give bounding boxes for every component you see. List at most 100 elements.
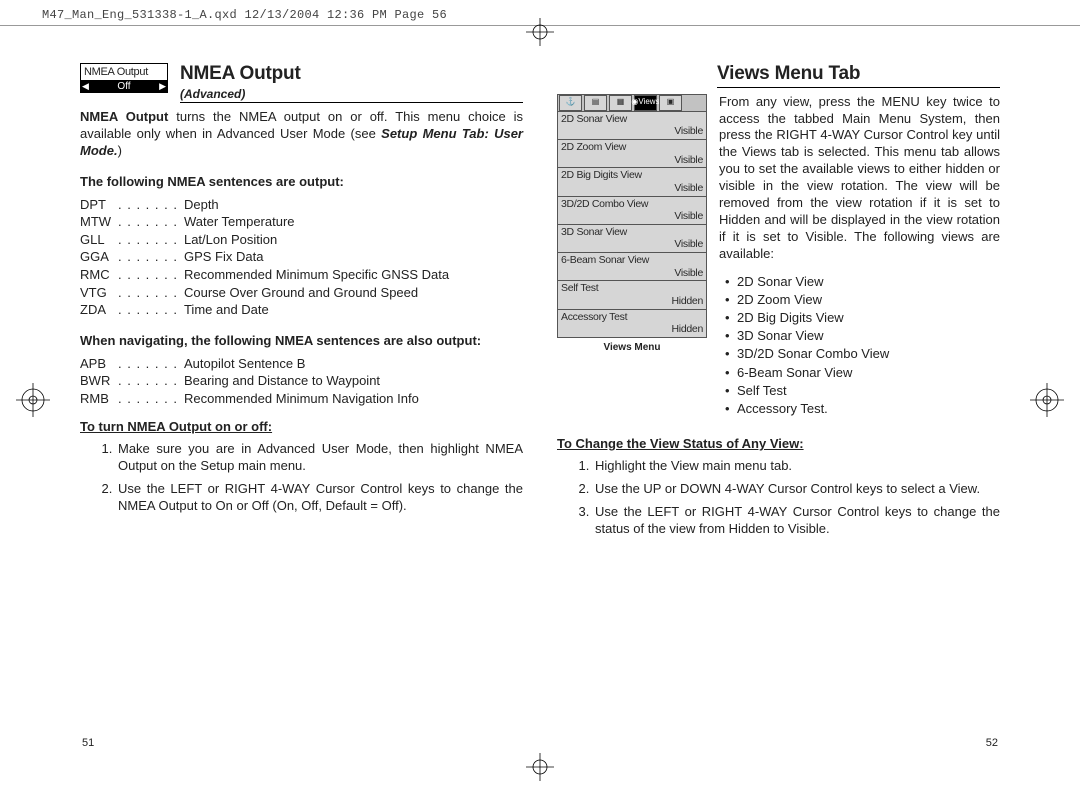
view-name: 2D Zoom View <box>561 141 703 155</box>
section-title: Views Menu Tab <box>717 62 1000 87</box>
sentence-row: GLL. . . . . . . Lat/Lon Position <box>80 231 523 249</box>
views-intro: From any view, press the MENU key twice … <box>719 94 1000 263</box>
sentence-row: VTG. . . . . . .Course Over Ground and G… <box>80 284 523 302</box>
dots: . . . . . . . <box>118 372 178 390</box>
sentence-desc: Autopilot Sentence B <box>184 355 305 373</box>
dots: . . . . . . . <box>118 266 178 284</box>
sentence-code: GLL <box>80 231 118 249</box>
instructions-heading: To turn NMEA Output on or off: <box>80 419 523 436</box>
view-name: 2D Big Digits View <box>561 169 703 183</box>
view-status: Hidden <box>561 295 703 309</box>
sentence-row: DPT. . . . . . . Depth <box>80 196 523 214</box>
crop-mark-right <box>1030 383 1064 417</box>
sentence-desc: Depth <box>184 196 219 214</box>
views-menu-row: 3D/2D Combo ViewVisible <box>558 197 706 225</box>
widget-label: NMEA Output <box>80 63 168 80</box>
view-name: 2D Sonar View <box>561 113 703 127</box>
dots: . . . . . . . <box>118 248 178 266</box>
instructions-heading: To Change the View Status of Any View: <box>557 436 1000 453</box>
view-status: Visible <box>561 238 703 252</box>
views-menu-row: 2D Zoom ViewVisible <box>558 140 706 168</box>
sentence-row: GGA. . . . . . .GPS Fix Data <box>80 248 523 266</box>
views-menu-row: Self TestHidden <box>558 281 706 309</box>
sentences-heading: The following NMEA sentences are output: <box>80 174 523 191</box>
view-name: 3D/2D Combo View <box>561 198 703 212</box>
view-status: Visible <box>561 182 703 196</box>
section-subtitle: (Advanced) <box>180 87 523 103</box>
dots: . . . . . . . <box>118 355 178 373</box>
views-menu-row: 6-Beam Sonar ViewVisible <box>558 253 706 281</box>
dots: . . . . . . . <box>118 213 178 231</box>
widget-value: Off <box>117 80 130 93</box>
view-name: 3D Sonar View <box>561 226 703 240</box>
tab-row: ⚓ ▤ ▦ ◉Views ▣ <box>558 95 706 112</box>
tab-icon: ▣ <box>659 95 682 111</box>
crop-mark-bottom <box>526 753 554 781</box>
sentence-table: DPT. . . . . . .DepthMTW. . . . . . .Wat… <box>80 196 523 319</box>
views-menu-row: 2D Sonar ViewVisible <box>558 112 706 140</box>
bullet-item: 2D Sonar View <box>737 273 1000 291</box>
crop-mark-top <box>526 18 554 46</box>
right-arrow-icon: ▶ <box>159 81 166 93</box>
view-name: Accessory Test <box>561 311 703 325</box>
instructions-block: To turn NMEA Output on or off: Make sure… <box>80 419 523 514</box>
page-number-right: 52 <box>986 737 998 749</box>
step-item: Use the LEFT or RIGHT 4-WAY Cursor Contr… <box>116 481 523 515</box>
tab-views-active: ◉Views <box>634 95 657 111</box>
sentence-desc: Recommended Minimum Navigation Info <box>184 390 419 408</box>
bullet-item: Accessory Test. <box>737 400 1000 418</box>
page-number-left: 51 <box>82 737 94 749</box>
sentence-desc: Lat/Lon Position <box>184 231 277 249</box>
views-bullet-list: 2D Sonar View2D Zoom View2D Big Digits V… <box>719 273 1000 419</box>
view-status: Visible <box>561 210 703 224</box>
dots: . . . . . . . <box>118 196 178 214</box>
dots: . . . . . . . <box>118 231 178 249</box>
sentence-code: MTW <box>80 213 118 231</box>
bullet-item: Self Test <box>737 382 1000 400</box>
dots: . . . . . . . <box>118 390 178 408</box>
widget-value-row: ◀ Off ▶ <box>80 80 168 93</box>
bullet-item: 2D Zoom View <box>737 291 1000 309</box>
sentence-code: GGA <box>80 248 118 266</box>
tab-icon: ▤ <box>584 95 607 111</box>
sentence-row: BWR. . . . . . . Bearing and Distance to … <box>80 372 523 390</box>
sentence-row: RMB. . . . . . . Recommended Minimum Navi… <box>80 390 523 408</box>
sentence-code: ZDA <box>80 301 118 319</box>
sentence-row: ZDA. . . . . . . Time and Date <box>80 301 523 319</box>
bullet-item: 6-Beam Sonar View <box>737 364 1000 382</box>
sentence-desc: Water Temperature <box>184 213 295 231</box>
left-arrow-icon: ◀ <box>82 81 89 93</box>
view-status: Hidden <box>561 323 703 337</box>
sentence-code: DPT <box>80 196 118 214</box>
tab-icon: ⚓ <box>559 95 582 111</box>
left-page: NMEA Output ◀ Off ▶ NMEA Output (Advance… <box>80 62 523 544</box>
sentence-row: APB. . . . . . . Autopilot Sentence B <box>80 355 523 373</box>
sentence-desc: Recommended Minimum Specific GNSS Data <box>184 266 449 284</box>
bullet-item: 3D Sonar View <box>737 327 1000 345</box>
sentence-row: RMC. . . . . . .Recommended Minimum Spec… <box>80 266 523 284</box>
tab-icon: ▦ <box>609 95 632 111</box>
step-item: Use the LEFT or RIGHT 4-WAY Cursor Contr… <box>593 504 1000 538</box>
steps-list: Highlight the View main menu tab.Use the… <box>557 458 1000 538</box>
views-caption: Views Menu <box>557 341 707 354</box>
sentence-desc: Time and Date <box>184 301 269 319</box>
views-menu-row: Accessory TestHidden <box>558 310 706 337</box>
dots: . . . . . . . <box>118 301 178 319</box>
sentence-desc: Course Over Ground and Ground Speed <box>184 284 418 302</box>
intro-paragraph: NMEA Output turns the NMEA output on or … <box>80 109 523 160</box>
views-menu-row: 3D Sonar ViewVisible <box>558 225 706 253</box>
sentence-code: APB <box>80 355 118 373</box>
sentence-row: MTW. . . . . . . Water Temperature <box>80 213 523 231</box>
views-menu-widget: ⚓ ▤ ▦ ◉Views ▣ 2D Sonar ViewVisible2D Zo… <box>557 94 707 338</box>
views-menu-row: 2D Big Digits ViewVisible <box>558 168 706 196</box>
instructions-block: To Change the View Status of Any View: H… <box>557 436 1000 537</box>
bullet-item: 2D Big Digits View <box>737 309 1000 327</box>
sentence-code: BWR <box>80 372 118 390</box>
steps-list: Make sure you are in Advanced User Mode,… <box>80 441 523 515</box>
bullet-item: 3D/2D Sonar Combo View <box>737 345 1000 363</box>
step-item: Make sure you are in Advanced User Mode,… <box>116 441 523 475</box>
section-title: NMEA Output <box>180 62 523 87</box>
sentence-code: VTG <box>80 284 118 302</box>
sentence-desc: Bearing and Distance to Waypoint <box>184 372 380 390</box>
sentence-code: RMB <box>80 390 118 408</box>
